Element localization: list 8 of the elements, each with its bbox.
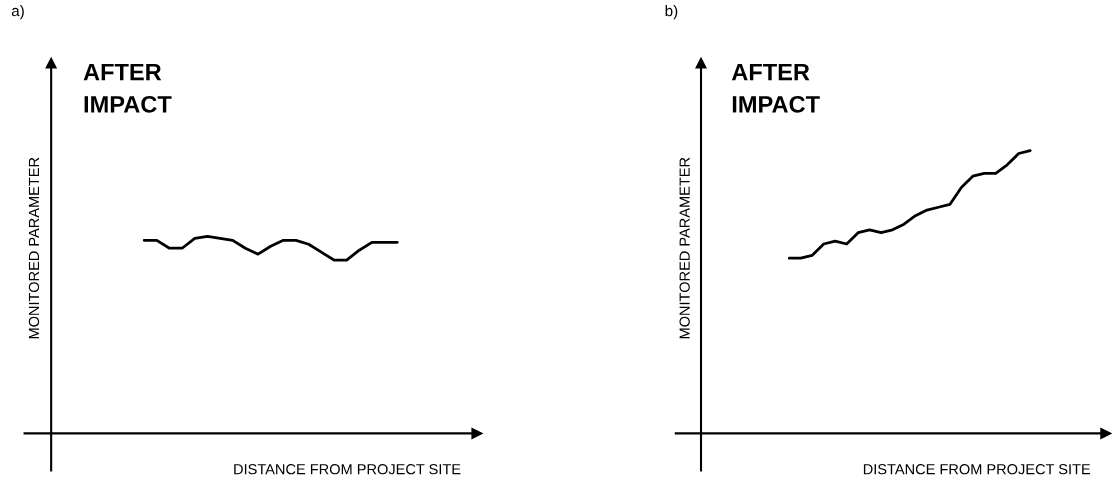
chart-title: AFTER IMPACT <box>83 63 172 113</box>
chart-title: AFTER IMPACT <box>731 63 820 113</box>
text: a) <box>11 5 24 20</box>
text: b) <box>665 5 678 20</box>
x-axis-title: DISTANCE FROM PROJECT SITE <box>863 464 1091 475</box>
y-axis-title: MONITORED PARAMETER <box>28 157 40 339</box>
y-axis-title: MONITORED PARAMETER <box>679 157 690 339</box>
x-axis-title: DISTANCE FROM PROJECT SITE <box>234 464 461 475</box>
